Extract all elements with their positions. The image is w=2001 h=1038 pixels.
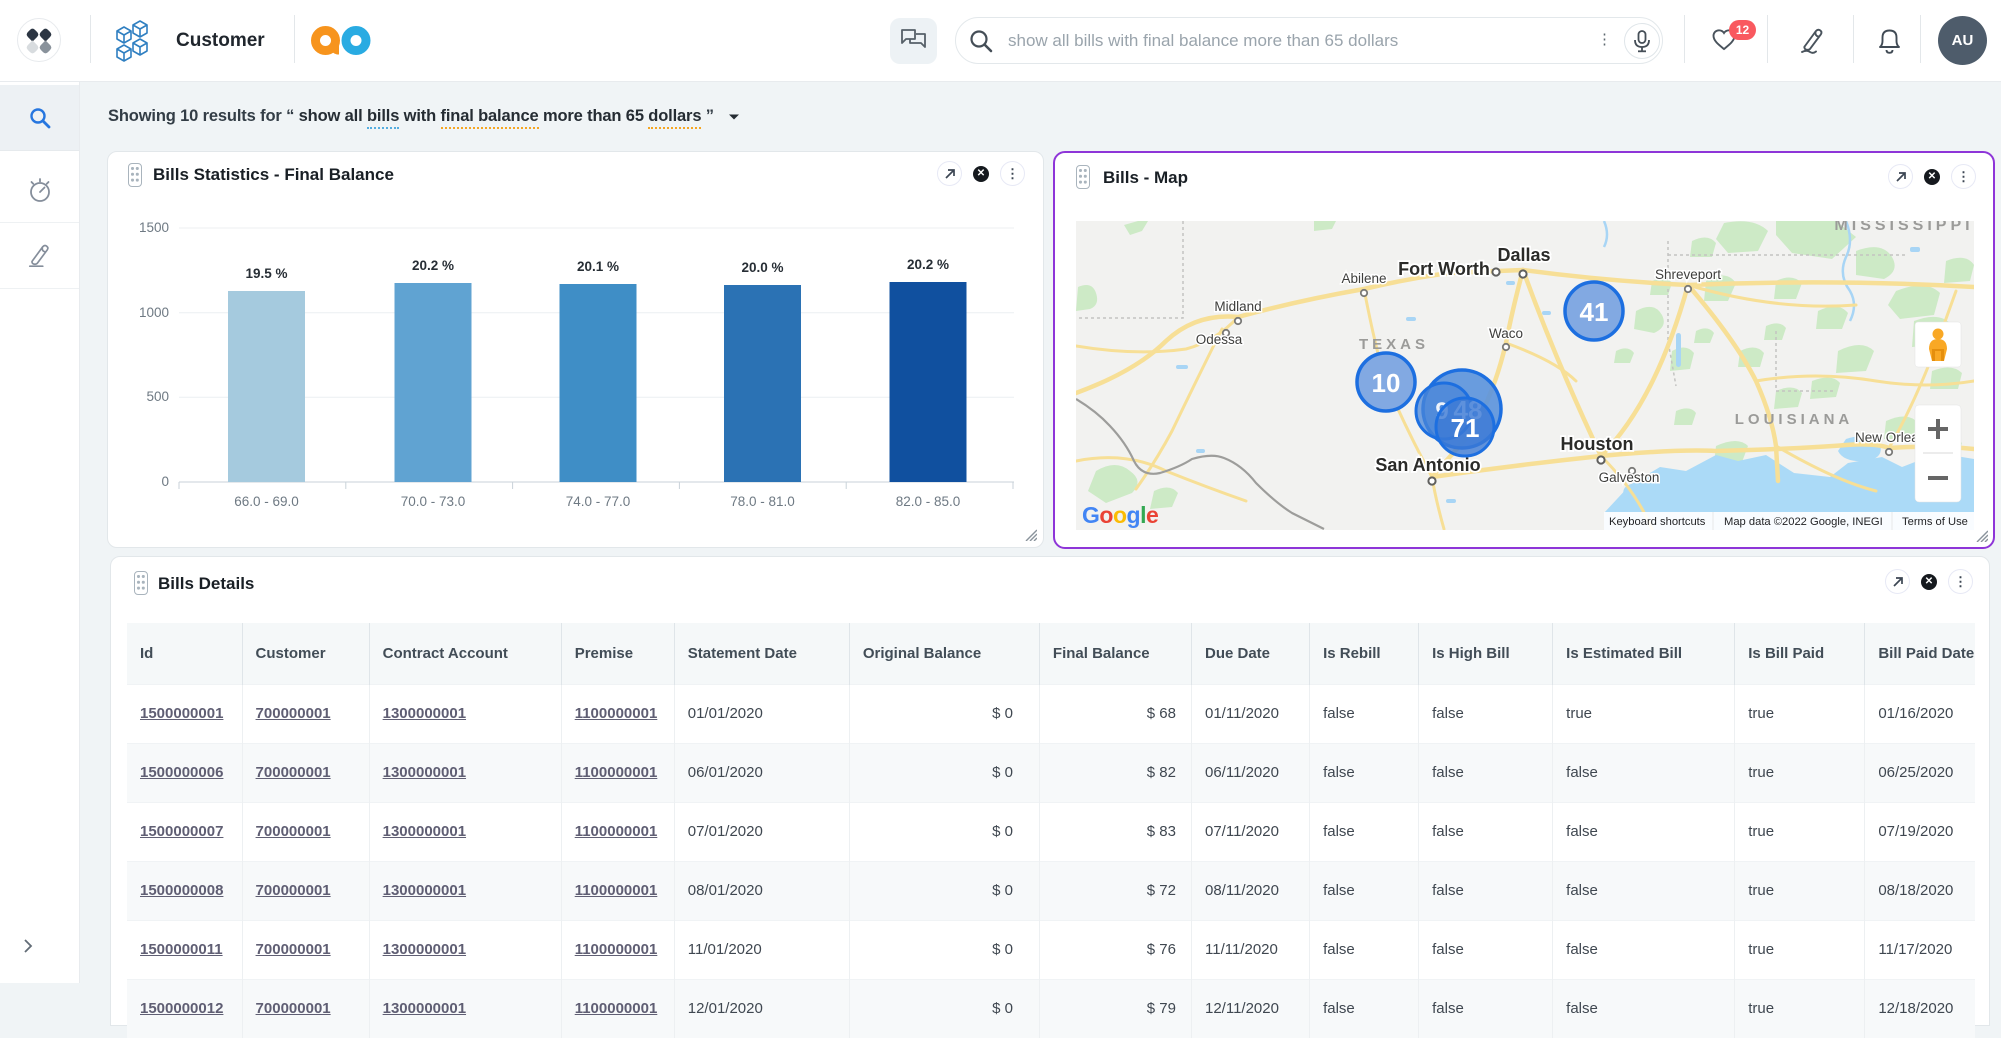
svg-text:San Antonio: San Antonio (1375, 455, 1480, 475)
svg-text:41: 41 (1580, 297, 1609, 327)
svg-text:Fort Worth: Fort Worth (1398, 259, 1490, 279)
svg-text:Waco: Waco (1489, 326, 1523, 341)
svg-text:20.2 %: 20.2 % (907, 257, 949, 272)
svg-text:500: 500 (146, 389, 169, 404)
svg-text:66.0 - 69.0: 66.0 - 69.0 (234, 494, 299, 509)
svg-text:20.1 %: 20.1 % (577, 259, 619, 274)
svg-text:20.2 %: 20.2 % (412, 258, 454, 273)
svg-text:MISSISSIPPI: MISSISSIPPI (1834, 221, 1973, 234)
svg-text:Houston: Houston (1561, 434, 1634, 454)
svg-text:Terms of Use: Terms of Use (1902, 516, 1968, 528)
svg-text:Midland: Midland (1214, 299, 1261, 314)
svg-text:74.0 - 77.0: 74.0 - 77.0 (566, 494, 631, 509)
svg-text:Keyboard shortcuts: Keyboard shortcuts (1609, 516, 1706, 528)
svg-text:TEXAS: TEXAS (1359, 336, 1429, 353)
svg-text:78.0 - 81.0: 78.0 - 81.0 (730, 494, 795, 509)
svg-text:Shreveport: Shreveport (1655, 267, 1721, 282)
svg-text:Odessa: Odessa (1196, 332, 1243, 347)
svg-text:LOUISIANA: LOUISIANA (1735, 411, 1854, 428)
svg-text:Google: Google (1082, 502, 1158, 528)
svg-text:1500: 1500 (139, 220, 169, 235)
svg-text:New Orleans: New Orleans (1855, 430, 1933, 445)
svg-text:70.0 - 73.0: 70.0 - 73.0 (401, 494, 466, 509)
svg-text:10: 10 (1372, 368, 1401, 398)
svg-text:Map data ©2022 Google, INEGI: Map data ©2022 Google, INEGI (1724, 516, 1883, 528)
svg-text:19.5 %: 19.5 % (245, 266, 287, 281)
svg-text:1000: 1000 (139, 305, 169, 320)
svg-text:71: 71 (1451, 413, 1480, 443)
svg-text:20.0 %: 20.0 % (741, 260, 783, 275)
svg-text:Dallas: Dallas (1497, 245, 1550, 265)
svg-text:Galveston: Galveston (1599, 470, 1660, 485)
svg-text:82.0 - 85.0: 82.0 - 85.0 (896, 494, 961, 509)
svg-text:0: 0 (161, 474, 169, 489)
svg-text:Abilene: Abilene (1341, 271, 1386, 286)
